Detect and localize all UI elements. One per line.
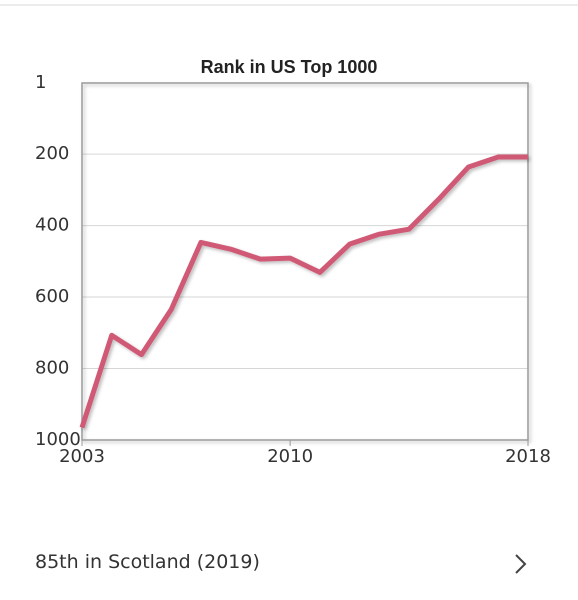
chart: Rank in US Top 1000 1 200 400 600 800 1000200… (0, 4, 578, 467)
grid (82, 82, 528, 441)
y-tick-label: 400 (35, 215, 69, 236)
series-line (79, 154, 528, 429)
footer-row[interactable]: 85th in Scotland (2019) (0, 530, 578, 596)
y-tick-label: 800 (35, 358, 69, 379)
plot-frame (81, 82, 529, 441)
y-tick-label: 200 (35, 143, 69, 164)
chevron-icon (515, 554, 527, 574)
y-tick-label: 1000 (35, 429, 81, 450)
y-tick-label: 600 (35, 286, 69, 307)
x-tick-label: 2018 (505, 446, 551, 467)
y-tick-label: 1 (35, 72, 46, 93)
x-tick-label: 2010 (267, 446, 313, 467)
chart-title: Rank in US Top 1000 (201, 57, 378, 77)
plot-area (79, 154, 528, 429)
footer-label: 85th in Scotland (2019) (35, 551, 260, 573)
x-tick-label: 2003 (59, 446, 105, 467)
